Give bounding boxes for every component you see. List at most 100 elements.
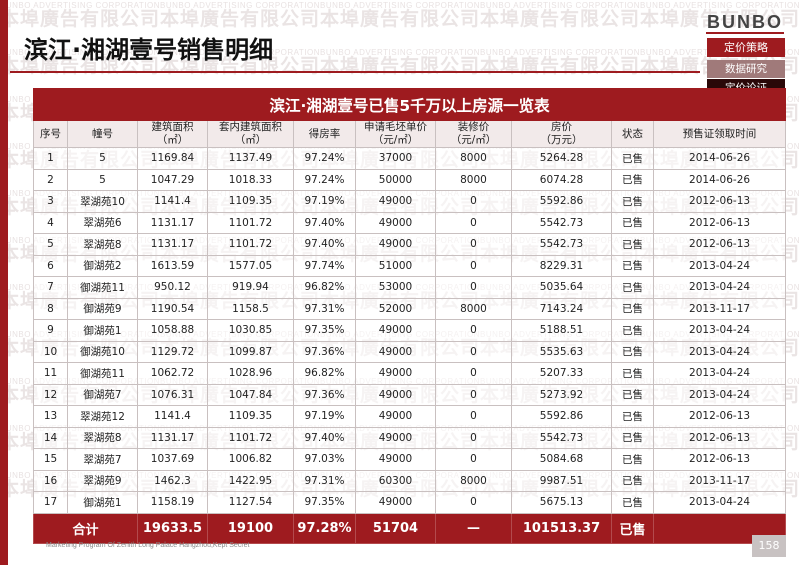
column-header-line: 预售证领取时间 xyxy=(682,127,757,140)
cell-price: 8229.31 xyxy=(511,254,612,277)
cell-building: 御湖苑2 xyxy=(67,254,138,277)
total-date xyxy=(652,512,787,544)
cell-price: 5592.86 xyxy=(511,405,612,428)
cell-inner-area: 1101.72 xyxy=(207,211,294,234)
cell-unit-price: 49000 xyxy=(355,211,436,234)
cell-decoration: 0 xyxy=(435,319,512,342)
cell-price: 5207.33 xyxy=(511,362,612,385)
cell-building-area: 1158.19 xyxy=(137,491,208,514)
cell-unit-price: 49000 xyxy=(355,383,436,406)
table-row: 7 御湖苑11 950.12 919.94 96.82% 53000 0 5035.64 已售 2… xyxy=(33,276,787,299)
cell-decoration: 8000 xyxy=(435,147,512,170)
total-building-area: 19633.5 xyxy=(137,512,208,544)
column-header-line: （㎡） xyxy=(156,134,189,146)
watermark-text: 本埠廣告有限公司 xyxy=(0,8,161,30)
cell-index: 6 xyxy=(33,254,68,277)
cell-index: 8 xyxy=(33,297,68,320)
column-header-line: 申请毛坯单价 xyxy=(364,121,427,133)
table-row: 16 翠湖苑9 1462.3 1422.95 97.31% 60300 8000 9987.5… xyxy=(33,469,787,492)
total-status: 已售 xyxy=(611,512,654,544)
cell-building-area: 1131.17 xyxy=(137,233,208,256)
nav-pricing-strategy[interactable]: 定价策略 xyxy=(707,38,785,57)
column-header-line: （元/㎡） xyxy=(372,134,419,146)
cell-unit-price: 51000 xyxy=(355,254,436,277)
watermark-text: BUNBO ADVERTISING CORPORATION xyxy=(0,1,161,10)
cell-price: 7143.24 xyxy=(511,297,612,320)
cell-status: 已售 xyxy=(611,448,654,471)
page-title: 滨江·湘湖壹号销售明细 xyxy=(24,36,274,64)
cell-permit-date: 2013-04-24 xyxy=(652,383,787,406)
cell-price: 5264.28 xyxy=(511,147,612,170)
table-row: 14 翠湖苑8 1131.17 1101.72 97.40% 49000 0 5542.73 已… xyxy=(33,426,787,449)
table-row: 8 御湖苑9 1190.54 1158.5 97.31% 52000 8000 7143.24… xyxy=(33,297,787,320)
total-price: 101513.37 xyxy=(511,512,612,544)
cell-building: 御湖苑10 xyxy=(67,340,138,363)
cell-unit-price: 49000 xyxy=(355,426,436,449)
cell-price: 5084.68 xyxy=(511,448,612,471)
column-header-line: 套内建筑面积 xyxy=(219,121,282,133)
cell-inner-area: 1127.54 xyxy=(207,491,294,514)
cell-permit-date: 2013-04-24 xyxy=(652,340,787,363)
cell-index: 14 xyxy=(33,426,68,449)
table-row: 11 御湖苑11 1062.72 1028.96 96.82% 49000 0 5207.33… xyxy=(33,362,787,385)
cell-efficiency: 97.36% xyxy=(293,383,356,406)
cell-building: 翠湖苑7 xyxy=(67,448,138,471)
cell-price: 5542.73 xyxy=(511,426,612,449)
column-header-line: 状态 xyxy=(622,127,643,140)
cell-index: 3 xyxy=(33,190,68,213)
cell-price: 5035.64 xyxy=(511,276,612,299)
cell-building: 御湖苑1 xyxy=(67,491,138,514)
column-header: 房价 （万元） xyxy=(511,120,612,148)
column-header-line: 房价 xyxy=(551,121,572,133)
cell-building: 御湖苑7 xyxy=(67,383,138,406)
cell-building-area: 1613.59 xyxy=(137,254,208,277)
column-header: 幢号 xyxy=(67,120,138,148)
cell-price: 5592.86 xyxy=(511,190,612,213)
cell-decoration: 0 xyxy=(435,233,512,256)
table-header-row: 序号 幢号 建筑面积 （㎡） 套内建筑面积 （㎡） 得房率 申请毛坯单价 （元/㎡） 装修价 （元/… xyxy=(33,120,787,148)
total-efficiency: 97.28% xyxy=(293,512,356,544)
table-row: 9 御湖苑1 1058.88 1030.85 97.35% 49000 0 5188.51 已售… xyxy=(33,319,787,342)
cell-efficiency: 97.40% xyxy=(293,211,356,234)
table-row: 15 翠湖苑7 1037.69 1006.82 97.03% 49000 0 5084.68 已… xyxy=(33,448,787,471)
column-header-line: 建筑面积 xyxy=(151,121,194,133)
cell-permit-date: 2013-04-24 xyxy=(652,362,787,385)
column-header: 建筑面积 （㎡） xyxy=(137,120,208,148)
title-divider xyxy=(10,71,700,73)
cell-price: 5273.92 xyxy=(511,383,612,406)
cell-building: 御湖苑11 xyxy=(67,362,138,385)
nav-data-research[interactable]: 数据研究 xyxy=(707,60,785,78)
cell-efficiency: 97.31% xyxy=(293,297,356,320)
column-header-line: 得房率 xyxy=(308,127,341,140)
cell-building: 翠湖苑12 xyxy=(67,405,138,428)
cell-index: 17 xyxy=(33,491,68,514)
cell-price: 5675.13 xyxy=(511,491,612,514)
watermark-text: BUNBO ADVERTISING CORPORATION xyxy=(640,1,800,10)
table-body: 1 5 1169.84 1137.49 97.24% 37000 8000 5264.28 已售… xyxy=(33,147,787,514)
cell-permit-date: 2014-06-26 xyxy=(652,147,787,170)
cell-unit-price: 49000 xyxy=(355,405,436,428)
cell-building: 5 xyxy=(67,147,138,170)
cell-status: 已售 xyxy=(611,254,654,277)
cell-efficiency: 97.35% xyxy=(293,319,356,342)
table-row: 13 翠湖苑12 1141.4 1109.35 97.19% 49000 0 5592.86 已… xyxy=(33,405,787,428)
watermark-row: 本埠廣告有限公司本埠廣告有限公司本埠廣告有限公司本埠廣告有限公司本埠廣告有限公司… xyxy=(0,4,800,31)
table-row: 10 御湖苑10 1129.72 1099.87 97.36% 49000 0 5535.63… xyxy=(33,340,787,363)
cell-status: 已售 xyxy=(611,426,654,449)
cell-building: 5 xyxy=(67,168,138,191)
table-caption: 滨江·湘湖壹号已售5千万以上房源一览表 xyxy=(32,88,787,121)
total-unit-price: 51704 xyxy=(355,512,436,544)
cell-inner-area: 1030.85 xyxy=(207,319,294,342)
cell-permit-date: 2012-06-13 xyxy=(652,405,787,428)
company-logo: BUNBO xyxy=(707,12,783,32)
cell-building: 翠湖苑8 xyxy=(67,426,138,449)
cell-building: 翠湖苑8 xyxy=(67,233,138,256)
watermark-text: 本埠廣告有限公司 xyxy=(480,8,641,30)
cell-index: 16 xyxy=(33,469,68,492)
cell-inner-area: 919.94 xyxy=(207,276,294,299)
cell-permit-date: 2013-04-24 xyxy=(652,254,787,277)
cell-index: 7 xyxy=(33,276,68,299)
cell-efficiency: 97.24% xyxy=(293,147,356,170)
cell-building-area: 1141.4 xyxy=(137,405,208,428)
cell-inner-area: 1101.72 xyxy=(207,426,294,449)
